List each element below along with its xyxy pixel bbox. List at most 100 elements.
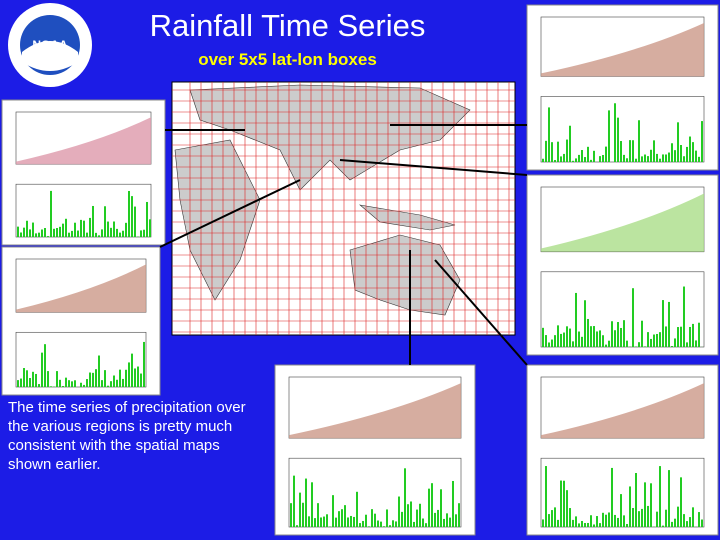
rain-bar <box>572 341 574 347</box>
rain-bar <box>104 370 106 387</box>
rain-bar <box>89 217 91 237</box>
rain-bar <box>617 117 619 162</box>
rain-bar <box>629 140 631 162</box>
rain-bar <box>542 519 544 527</box>
rain-bar <box>581 336 583 347</box>
rain-bar <box>38 384 40 387</box>
rain-bar <box>686 146 688 162</box>
time-series-panel <box>526 4 719 171</box>
rain-bar <box>143 229 145 237</box>
rain-bar <box>56 228 58 237</box>
rain-bar <box>35 233 37 237</box>
rain-bar <box>74 380 76 387</box>
rain-bar <box>305 478 307 527</box>
rain-bar <box>551 339 553 347</box>
rain-bar <box>611 467 613 527</box>
rain-bar <box>113 221 115 237</box>
rain-bar <box>293 475 295 527</box>
rain-bar <box>668 152 670 162</box>
rain-bar <box>623 515 625 527</box>
rain-bar <box>47 236 49 237</box>
rain-bar <box>41 229 43 237</box>
rain-bar <box>23 368 25 387</box>
rain-bar <box>80 382 82 387</box>
rain-bar <box>563 153 565 162</box>
rain-bar <box>644 482 646 527</box>
rain-bar <box>692 142 694 162</box>
rain-bar <box>551 142 553 162</box>
rain-bar <box>548 342 550 347</box>
rain-bar <box>131 353 133 387</box>
rain-bar <box>350 515 352 527</box>
rain-bar <box>395 521 397 527</box>
rain-bar <box>677 122 679 162</box>
rain-bar <box>116 228 118 237</box>
rain-bar <box>50 386 52 387</box>
rain-bar <box>674 150 676 162</box>
rain-bar <box>614 514 616 527</box>
rain-bar <box>32 371 34 387</box>
rain-bar <box>686 342 688 347</box>
panel-axes <box>540 96 705 163</box>
rain-bar <box>125 369 127 387</box>
rain-bar <box>677 506 679 527</box>
rain-bar <box>311 482 313 527</box>
rain-bar <box>632 508 634 527</box>
rain-bar <box>140 373 142 387</box>
rain-bar <box>584 522 586 527</box>
rain-bar <box>668 301 670 347</box>
rain-bar <box>338 511 340 527</box>
rain-bar <box>41 352 43 387</box>
noaa-logo: NOAA <box>8 3 92 87</box>
rain-bar <box>683 156 685 162</box>
rain-bar <box>407 504 409 527</box>
rain-bar <box>656 153 658 162</box>
rain-bar <box>383 526 385 527</box>
rain-bar <box>665 509 667 527</box>
rain-bar <box>128 190 130 237</box>
rain-bar <box>593 150 595 162</box>
rain-bar <box>680 477 682 527</box>
rain-bar <box>59 226 61 237</box>
rain-bar <box>44 344 46 387</box>
rain-bar <box>449 517 451 527</box>
rain-bar <box>317 503 319 527</box>
rain-bar <box>626 158 628 162</box>
rain-bar <box>419 503 421 527</box>
rain-bar <box>665 326 667 347</box>
rain-bar <box>455 514 457 527</box>
rain-bar <box>692 507 694 527</box>
rain-bar <box>653 334 655 347</box>
rain-bar <box>623 320 625 347</box>
rain-bar <box>587 146 589 162</box>
rain-bar <box>641 508 643 527</box>
rain-bar <box>110 227 112 237</box>
rain-bar <box>698 156 700 162</box>
rain-bar <box>332 495 334 527</box>
rain-bar <box>578 523 580 527</box>
rain-bar <box>653 140 655 162</box>
arrow <box>434 259 528 366</box>
rain-bar <box>356 491 358 527</box>
rain-bar <box>92 372 94 387</box>
rain-bar <box>20 378 22 387</box>
rain-bar <box>83 384 85 387</box>
rain-bar <box>641 320 643 347</box>
rain-bar <box>635 158 637 162</box>
rain-bar <box>143 341 145 387</box>
rain-bar <box>680 326 682 347</box>
rain-bar <box>425 523 427 527</box>
rain-bar <box>440 489 442 527</box>
rain-bar <box>566 139 568 162</box>
time-series-panel <box>1 99 166 246</box>
rain-bar <box>38 232 40 237</box>
rain-bar <box>71 381 73 387</box>
rain-bar <box>674 518 676 527</box>
rain-bar <box>551 510 553 527</box>
rain-bar <box>368 526 370 527</box>
rain-bar <box>29 378 31 387</box>
rain-bar <box>671 521 673 527</box>
rain-bar <box>65 218 67 237</box>
rain-bar <box>122 378 124 387</box>
